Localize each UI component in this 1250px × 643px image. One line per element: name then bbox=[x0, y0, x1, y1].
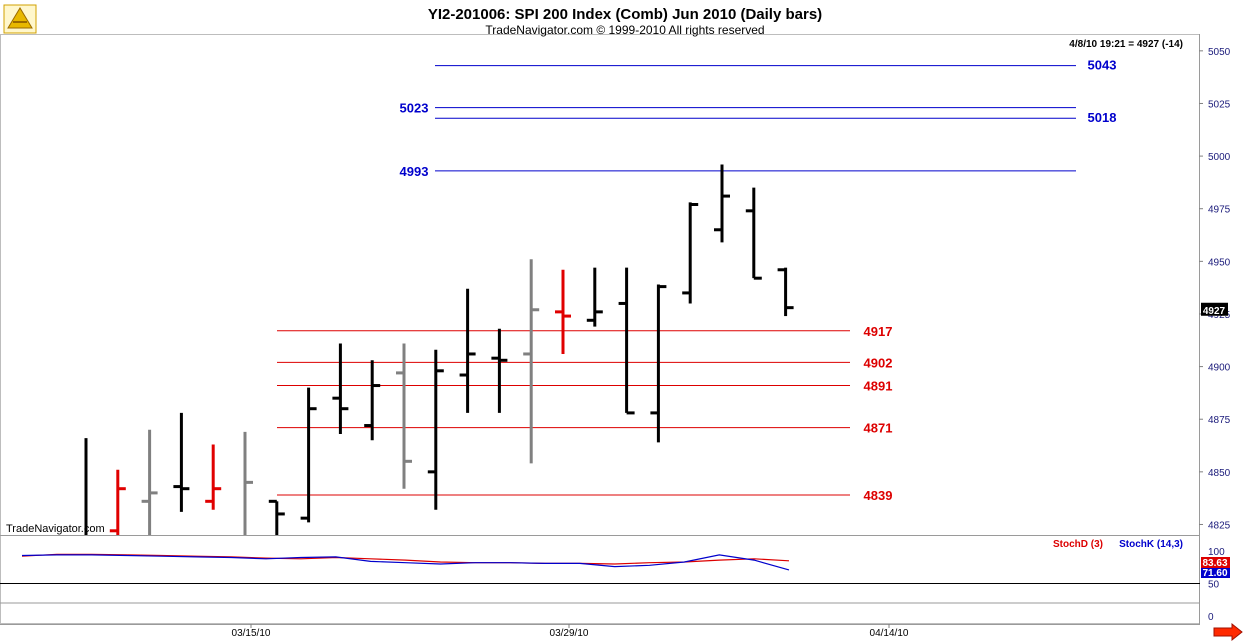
level-label: 5043 bbox=[1088, 58, 1117, 73]
level-label: 4839 bbox=[864, 488, 893, 503]
ohlc-bar bbox=[745, 187, 762, 280]
plot-frame bbox=[0, 34, 1200, 624]
ohlc-bar bbox=[364, 360, 381, 441]
legend-stochk: StochK (14,3) bbox=[1119, 539, 1183, 550]
ohlc-bar bbox=[459, 288, 476, 413]
price-axis: 4825485048754900492549504975500050255050 bbox=[1199, 47, 1231, 531]
ohlc-bar bbox=[173, 412, 190, 512]
stochd-value: 83.63 bbox=[1202, 558, 1227, 569]
level-label: 4917 bbox=[864, 324, 893, 339]
scroll-right-icon[interactable] bbox=[1213, 622, 1243, 642]
ohlc-bar bbox=[714, 164, 730, 243]
date-tick-label: 03/29/10 bbox=[550, 628, 589, 639]
level-label: 5023 bbox=[400, 101, 429, 116]
ohlc-bar bbox=[427, 349, 444, 510]
price-tick-label: 4875 bbox=[1208, 415, 1231, 426]
level-label: 4902 bbox=[864, 355, 893, 370]
last-price-label: 4927 bbox=[1203, 306, 1226, 317]
price-tick-label: 4900 bbox=[1208, 363, 1231, 374]
price-tick-label: 5025 bbox=[1208, 99, 1231, 110]
stoch-series-line bbox=[21, 553, 790, 565]
stoch-series-line bbox=[21, 554, 790, 571]
price-tick-label: 5000 bbox=[1208, 152, 1231, 163]
price-tick-label: 5050 bbox=[1208, 47, 1231, 58]
level-label: 4871 bbox=[864, 421, 893, 436]
price-tick-label: 4825 bbox=[1208, 520, 1231, 531]
ohlc-bar bbox=[682, 202, 699, 304]
price-bars: 4927 bbox=[84, 164, 1228, 535]
stochk-value: 71.60 bbox=[1202, 568, 1227, 579]
trade-navigator-logo-icon bbox=[3, 4, 37, 34]
chart-title: YI2-201006: SPI 200 Index (Comb) Jun 201… bbox=[428, 6, 822, 23]
price-tick-label: 4850 bbox=[1208, 468, 1231, 479]
ohlc-bar bbox=[396, 343, 412, 489]
level-label: 4891 bbox=[864, 379, 893, 394]
ohlc-bar bbox=[243, 431, 253, 535]
stochk-badge bbox=[1201, 568, 1230, 578]
ohlc-bar bbox=[109, 469, 126, 535]
ohlc-bar bbox=[523, 259, 540, 464]
copyright-text: TradeNavigator.com © 1999-2010 All right… bbox=[485, 23, 764, 37]
ohlc-bar bbox=[141, 429, 158, 535]
ohlc-bar bbox=[777, 267, 794, 317]
last-price-badge bbox=[1201, 302, 1228, 316]
price-tick-label: 4950 bbox=[1208, 257, 1231, 268]
date-tick-label: 04/14/10 bbox=[870, 628, 909, 639]
date-tick-label: 03/15/10 bbox=[232, 628, 271, 639]
legend-stochd: StochD (3) bbox=[1053, 539, 1103, 550]
last-quote: 4/8/10 19:21 = 4927 (-14) bbox=[1069, 39, 1183, 50]
ohlc-bar bbox=[650, 284, 667, 443]
ohlc-bar bbox=[268, 499, 285, 535]
stochd-badge bbox=[1201, 557, 1230, 568]
ohlc-bar bbox=[586, 267, 603, 327]
stoch-tick-label: 100 bbox=[1208, 547, 1225, 558]
ohlc-bar bbox=[491, 328, 508, 413]
ohlc-bar bbox=[300, 387, 317, 523]
ohlc-bar bbox=[205, 444, 222, 510]
ohlc-bar bbox=[555, 269, 571, 354]
date-axis: 03/15/10 03/29/10 04/14/10 bbox=[232, 624, 909, 639]
stoch-tick-label: 0 bbox=[1208, 612, 1214, 623]
stoch-tick-label: 50 bbox=[1208, 580, 1220, 591]
ohlc-bar bbox=[618, 267, 635, 415]
watermark: TradeNavigator.com bbox=[6, 523, 105, 535]
level-label: 5018 bbox=[1088, 110, 1117, 125]
price-tick-label: 4975 bbox=[1208, 205, 1231, 216]
ohlc-bar bbox=[332, 343, 349, 434]
level-label: 4993 bbox=[400, 164, 429, 179]
